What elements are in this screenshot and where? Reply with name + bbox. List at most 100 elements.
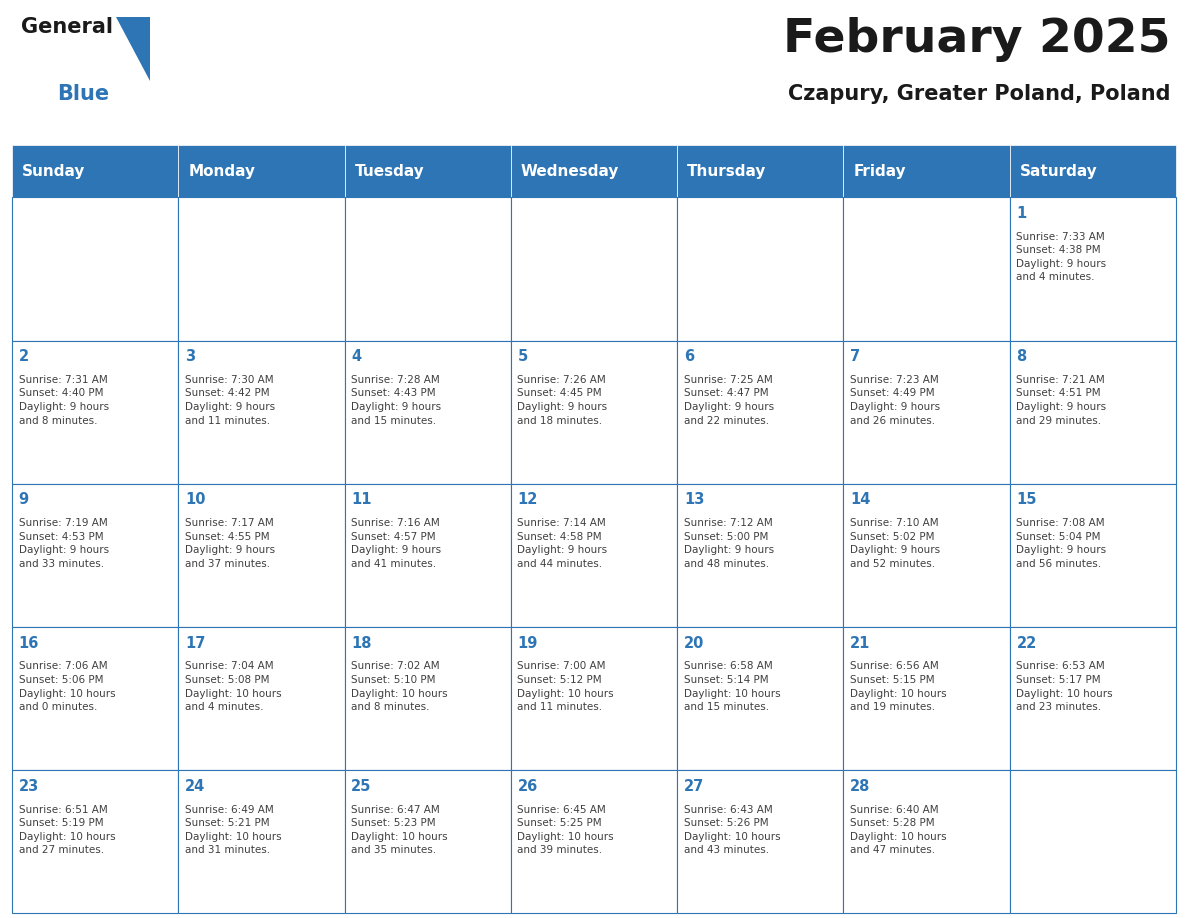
Text: 10: 10 <box>185 492 206 508</box>
Bar <box>178 197 345 341</box>
Bar <box>1010 484 1176 627</box>
Text: Sunrise: 7:19 AM
Sunset: 4:53 PM
Daylight: 9 hours
and 33 minutes.: Sunrise: 7:19 AM Sunset: 4:53 PM Dayligh… <box>19 518 108 569</box>
Text: Sunrise: 7:08 AM
Sunset: 5:04 PM
Daylight: 9 hours
and 56 minutes.: Sunrise: 7:08 AM Sunset: 5:04 PM Dayligh… <box>1017 518 1106 569</box>
Bar <box>677 484 843 627</box>
Text: 21: 21 <box>851 635 871 651</box>
Text: Thursday: Thursday <box>687 163 766 179</box>
Bar <box>12 145 178 197</box>
Text: Sunrise: 7:16 AM
Sunset: 4:57 PM
Daylight: 9 hours
and 41 minutes.: Sunrise: 7:16 AM Sunset: 4:57 PM Dayligh… <box>352 518 441 569</box>
Text: Saturday: Saturday <box>1019 163 1098 179</box>
Text: 23: 23 <box>19 778 39 794</box>
Text: Wednesday: Wednesday <box>520 163 619 179</box>
Text: 20: 20 <box>684 635 704 651</box>
Text: Sunrise: 7:30 AM
Sunset: 4:42 PM
Daylight: 9 hours
and 11 minutes.: Sunrise: 7:30 AM Sunset: 4:42 PM Dayligh… <box>185 375 274 426</box>
Text: Sunrise: 6:43 AM
Sunset: 5:26 PM
Daylight: 10 hours
and 43 minutes.: Sunrise: 6:43 AM Sunset: 5:26 PM Dayligh… <box>684 804 781 856</box>
Bar <box>12 770 178 913</box>
Text: 25: 25 <box>352 778 372 794</box>
Text: 28: 28 <box>851 778 871 794</box>
Text: Sunrise: 7:31 AM
Sunset: 4:40 PM
Daylight: 9 hours
and 8 minutes.: Sunrise: 7:31 AM Sunset: 4:40 PM Dayligh… <box>19 375 108 426</box>
Text: 1: 1 <box>1017 206 1026 221</box>
Text: 11: 11 <box>352 492 372 508</box>
Bar <box>345 145 511 197</box>
Text: 4: 4 <box>352 349 361 364</box>
Bar <box>677 341 843 484</box>
Text: 17: 17 <box>185 635 206 651</box>
Text: Sunrise: 6:47 AM
Sunset: 5:23 PM
Daylight: 10 hours
and 35 minutes.: Sunrise: 6:47 AM Sunset: 5:23 PM Dayligh… <box>352 804 448 856</box>
Text: 8: 8 <box>1017 349 1026 364</box>
Text: February 2025: February 2025 <box>783 17 1170 62</box>
Bar <box>1010 145 1176 197</box>
Bar <box>511 484 677 627</box>
Bar <box>1010 627 1176 770</box>
Text: 12: 12 <box>518 492 538 508</box>
Bar <box>1010 770 1176 913</box>
Text: Blue: Blue <box>57 84 109 104</box>
Text: 15: 15 <box>1017 492 1037 508</box>
Text: 2: 2 <box>19 349 29 364</box>
Bar <box>677 770 843 913</box>
Bar <box>511 770 677 913</box>
Text: 13: 13 <box>684 492 704 508</box>
Bar <box>345 484 511 627</box>
Bar <box>843 770 1010 913</box>
Bar <box>345 770 511 913</box>
Text: 18: 18 <box>352 635 372 651</box>
Text: 14: 14 <box>851 492 871 508</box>
Bar <box>843 341 1010 484</box>
Bar <box>677 145 843 197</box>
Text: Sunrise: 7:21 AM
Sunset: 4:51 PM
Daylight: 9 hours
and 29 minutes.: Sunrise: 7:21 AM Sunset: 4:51 PM Dayligh… <box>1017 375 1106 426</box>
Text: General: General <box>21 17 113 38</box>
Text: Sunday: Sunday <box>21 163 86 179</box>
Bar <box>12 197 178 341</box>
Bar <box>843 484 1010 627</box>
Bar <box>511 197 677 341</box>
Text: Sunrise: 7:28 AM
Sunset: 4:43 PM
Daylight: 9 hours
and 15 minutes.: Sunrise: 7:28 AM Sunset: 4:43 PM Dayligh… <box>352 375 441 426</box>
Bar <box>511 627 677 770</box>
Text: 16: 16 <box>19 635 39 651</box>
Bar <box>178 341 345 484</box>
Text: 19: 19 <box>518 635 538 651</box>
Text: Sunrise: 7:12 AM
Sunset: 5:00 PM
Daylight: 9 hours
and 48 minutes.: Sunrise: 7:12 AM Sunset: 5:00 PM Dayligh… <box>684 518 773 569</box>
Text: Sunrise: 7:00 AM
Sunset: 5:12 PM
Daylight: 10 hours
and 11 minutes.: Sunrise: 7:00 AM Sunset: 5:12 PM Dayligh… <box>518 661 614 712</box>
Text: Sunrise: 6:40 AM
Sunset: 5:28 PM
Daylight: 10 hours
and 47 minutes.: Sunrise: 6:40 AM Sunset: 5:28 PM Dayligh… <box>851 804 947 856</box>
Text: Friday: Friday <box>853 163 906 179</box>
Text: 26: 26 <box>518 778 538 794</box>
Bar <box>677 197 843 341</box>
Text: 5: 5 <box>518 349 527 364</box>
Text: Sunrise: 7:26 AM
Sunset: 4:45 PM
Daylight: 9 hours
and 18 minutes.: Sunrise: 7:26 AM Sunset: 4:45 PM Dayligh… <box>518 375 607 426</box>
Text: Sunrise: 7:23 AM
Sunset: 4:49 PM
Daylight: 9 hours
and 26 minutes.: Sunrise: 7:23 AM Sunset: 4:49 PM Dayligh… <box>851 375 940 426</box>
Text: Sunrise: 7:33 AM
Sunset: 4:38 PM
Daylight: 9 hours
and 4 minutes.: Sunrise: 7:33 AM Sunset: 4:38 PM Dayligh… <box>1017 231 1106 283</box>
Text: Sunrise: 7:14 AM
Sunset: 4:58 PM
Daylight: 9 hours
and 44 minutes.: Sunrise: 7:14 AM Sunset: 4:58 PM Dayligh… <box>518 518 607 569</box>
Text: 6: 6 <box>684 349 694 364</box>
Text: Sunrise: 6:45 AM
Sunset: 5:25 PM
Daylight: 10 hours
and 39 minutes.: Sunrise: 6:45 AM Sunset: 5:25 PM Dayligh… <box>518 804 614 856</box>
Bar <box>12 627 178 770</box>
Bar <box>178 484 345 627</box>
Bar <box>843 627 1010 770</box>
Text: 9: 9 <box>19 492 29 508</box>
Polygon shape <box>116 17 150 81</box>
Bar <box>12 484 178 627</box>
Text: 3: 3 <box>185 349 195 364</box>
Text: Sunrise: 6:51 AM
Sunset: 5:19 PM
Daylight: 10 hours
and 27 minutes.: Sunrise: 6:51 AM Sunset: 5:19 PM Dayligh… <box>19 804 115 856</box>
Bar <box>1010 197 1176 341</box>
Bar <box>843 145 1010 197</box>
Text: Sunrise: 6:53 AM
Sunset: 5:17 PM
Daylight: 10 hours
and 23 minutes.: Sunrise: 6:53 AM Sunset: 5:17 PM Dayligh… <box>1017 661 1113 712</box>
Text: 22: 22 <box>1017 635 1037 651</box>
Text: 27: 27 <box>684 778 704 794</box>
Text: Sunrise: 7:25 AM
Sunset: 4:47 PM
Daylight: 9 hours
and 22 minutes.: Sunrise: 7:25 AM Sunset: 4:47 PM Dayligh… <box>684 375 773 426</box>
Text: Sunrise: 6:58 AM
Sunset: 5:14 PM
Daylight: 10 hours
and 15 minutes.: Sunrise: 6:58 AM Sunset: 5:14 PM Dayligh… <box>684 661 781 712</box>
Text: Sunrise: 7:06 AM
Sunset: 5:06 PM
Daylight: 10 hours
and 0 minutes.: Sunrise: 7:06 AM Sunset: 5:06 PM Dayligh… <box>19 661 115 712</box>
Text: Czapury, Greater Poland, Poland: Czapury, Greater Poland, Poland <box>788 84 1170 104</box>
Bar <box>677 627 843 770</box>
Bar <box>178 770 345 913</box>
Text: Monday: Monday <box>188 163 255 179</box>
Bar <box>345 341 511 484</box>
Bar <box>1010 341 1176 484</box>
Bar <box>12 341 178 484</box>
Text: Sunrise: 7:04 AM
Sunset: 5:08 PM
Daylight: 10 hours
and 4 minutes.: Sunrise: 7:04 AM Sunset: 5:08 PM Dayligh… <box>185 661 282 712</box>
Bar <box>511 341 677 484</box>
Text: Tuesday: Tuesday <box>354 163 424 179</box>
Text: Sunrise: 7:02 AM
Sunset: 5:10 PM
Daylight: 10 hours
and 8 minutes.: Sunrise: 7:02 AM Sunset: 5:10 PM Dayligh… <box>352 661 448 712</box>
Text: 24: 24 <box>185 778 206 794</box>
Text: Sunrise: 7:17 AM
Sunset: 4:55 PM
Daylight: 9 hours
and 37 minutes.: Sunrise: 7:17 AM Sunset: 4:55 PM Dayligh… <box>185 518 274 569</box>
